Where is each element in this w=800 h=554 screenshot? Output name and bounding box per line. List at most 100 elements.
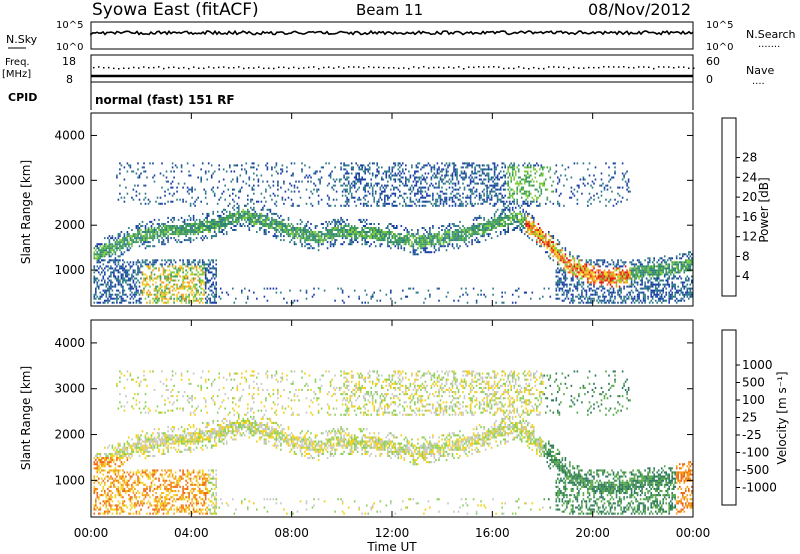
- power-cell: [566, 267, 568, 270]
- power-cell: [129, 279, 132, 282]
- power-cell: [206, 178, 208, 181]
- power-cell: [337, 231, 339, 233]
- power-cell: [444, 164, 446, 167]
- power-cell: [378, 182, 380, 185]
- power-cell: [445, 168, 448, 171]
- power-cell: [554, 251, 556, 254]
- power-cell: [391, 184, 394, 187]
- power-cell: [361, 227, 363, 229]
- power-cell: [110, 267, 112, 270]
- nsky-trace: [90, 29, 694, 36]
- power-cell: [572, 265, 574, 268]
- power-cell: [144, 184, 147, 187]
- power-cell: [99, 297, 102, 300]
- power-cell: [260, 214, 263, 217]
- power-cell: [213, 225, 216, 227]
- power-cell: [391, 235, 394, 238]
- power-cell: [468, 162, 470, 165]
- power-cell: [189, 231, 192, 233]
- power-cell: [173, 279, 175, 282]
- nave-dot: [478, 66, 480, 68]
- power-cell: [247, 225, 249, 227]
- power-cell: [132, 275, 135, 278]
- power-cell: [474, 182, 476, 185]
- power-cell: [168, 297, 171, 300]
- power-cell: [156, 295, 159, 298]
- power-cell: [439, 178, 442, 181]
- power-cell: [134, 237, 136, 240]
- power-cell: [189, 216, 192, 219]
- power-cell: [517, 184, 520, 187]
- power-cell: [244, 287, 246, 290]
- power-cell: [393, 225, 395, 227]
- power-cell: [335, 227, 338, 229]
- power-cell: [177, 267, 180, 270]
- power-cell: [471, 166, 473, 169]
- power-cell: [329, 243, 332, 246]
- power-cell: [310, 223, 312, 225]
- power-cell: [332, 233, 335, 236]
- power-cell: [368, 172, 371, 175]
- power-cell: [146, 176, 148, 179]
- power-cell: [185, 225, 187, 227]
- power-cell: [257, 200, 260, 203]
- power-cell: [174, 267, 177, 270]
- power-cell: [221, 231, 223, 233]
- power-cell: [534, 194, 537, 197]
- power-cell: [161, 223, 163, 225]
- power-cell: [530, 233, 532, 236]
- power-cell: [93, 271, 96, 274]
- power-cell: [275, 237, 278, 240]
- power-cell: [394, 178, 397, 181]
- power-cell: [99, 257, 102, 260]
- power-cell: [466, 245, 469, 248]
- power-cell: [229, 216, 231, 219]
- power-cell: [99, 261, 102, 264]
- power-cell: [180, 285, 183, 288]
- power-cell: [293, 237, 296, 240]
- power-cell: [281, 170, 284, 173]
- power-cell: [210, 188, 213, 191]
- power-cell: [525, 170, 527, 173]
- power-cell: [125, 273, 127, 276]
- power-cell: [210, 267, 213, 270]
- power-cell: [219, 196, 222, 199]
- power-cell: [533, 180, 535, 183]
- power-cell: [146, 241, 148, 244]
- power-cell: [262, 208, 264, 211]
- power-cell: [344, 204, 347, 207]
- power-cell: [486, 172, 488, 175]
- power-cell: [209, 225, 211, 227]
- power-cell: [229, 223, 231, 225]
- power-cell: [96, 301, 99, 304]
- power-cell: [189, 291, 192, 294]
- power-cell: [493, 186, 496, 189]
- power-cell: [472, 172, 475, 175]
- power-cell: [427, 251, 430, 254]
- power-cell: [347, 295, 350, 298]
- power-cell: [129, 235, 132, 238]
- power-cell: [399, 174, 401, 177]
- power-cell: [460, 204, 463, 207]
- power-cell: [99, 253, 102, 256]
- power-cell: [111, 297, 114, 300]
- power-cell: [194, 277, 196, 280]
- power-cell: [340, 287, 342, 290]
- power-cell: [192, 231, 195, 233]
- nsearch-label: N.Search: [746, 28, 796, 41]
- power-cell: [131, 235, 133, 238]
- power-cell: [283, 182, 285, 185]
- power-cell: [152, 239, 154, 242]
- power-cell: [564, 279, 567, 282]
- power-cell: [346, 231, 348, 233]
- power-cell: [516, 289, 518, 292]
- power-cell: [132, 297, 135, 300]
- nave-dot: [258, 66, 260, 68]
- power-cell: [406, 233, 409, 236]
- power-cell: [162, 233, 165, 236]
- power-cell: [376, 174, 378, 177]
- power-cell: [513, 176, 515, 179]
- power-cell: [143, 166, 145, 169]
- power-cell: [397, 247, 400, 250]
- power-cell: [311, 192, 314, 195]
